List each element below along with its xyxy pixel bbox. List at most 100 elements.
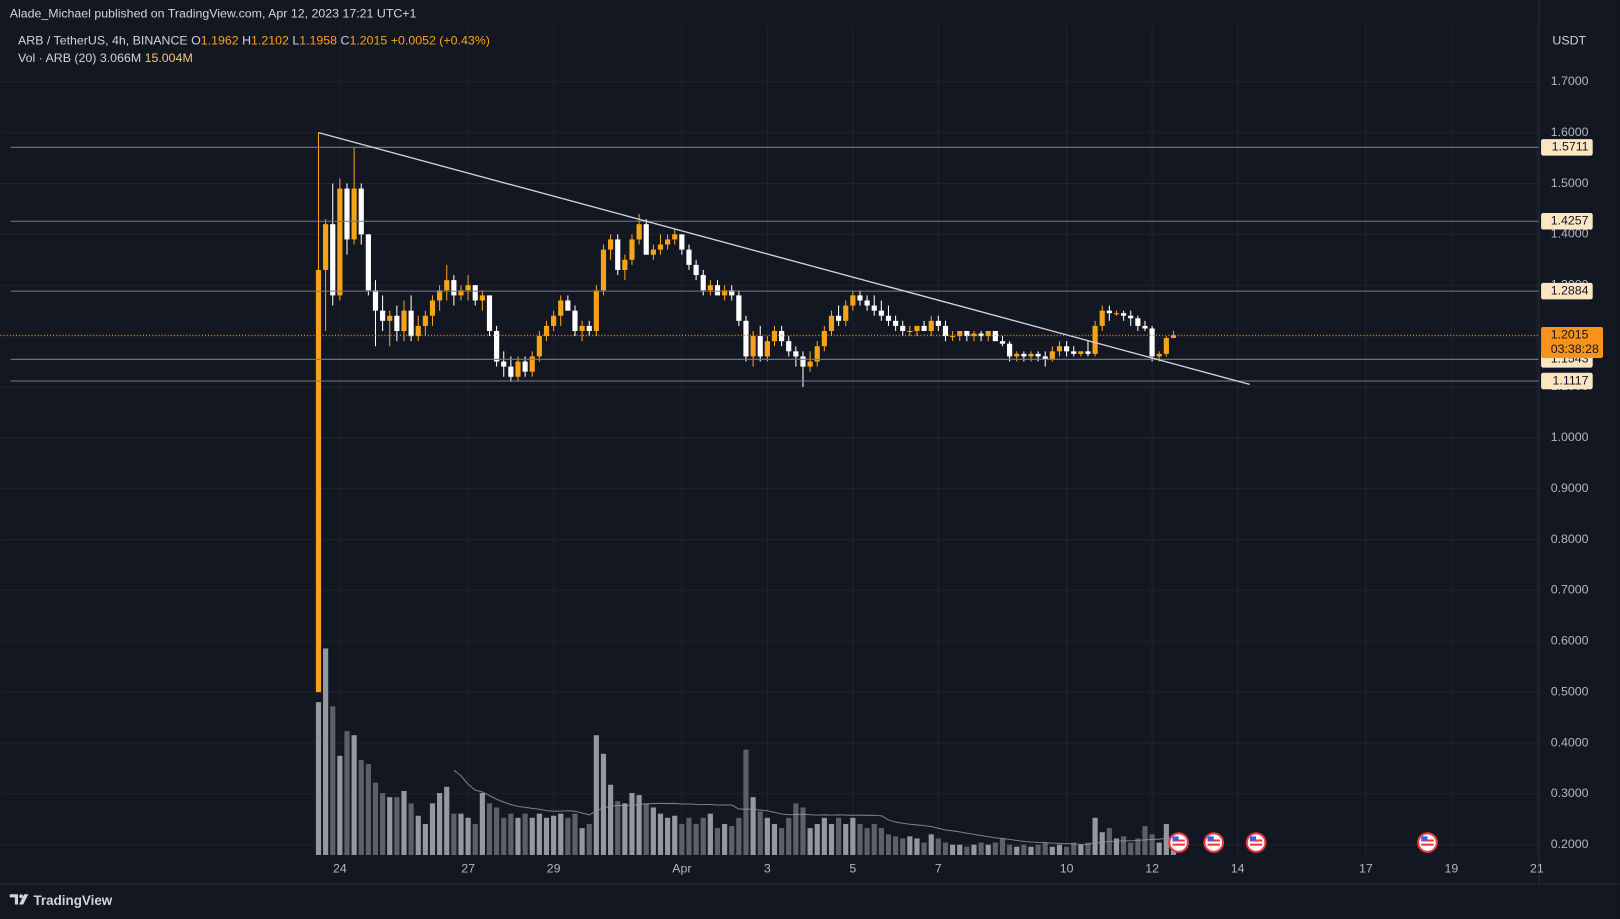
candle-body	[650, 249, 656, 255]
candle-body	[1106, 310, 1112, 314]
change: +0.0052 (+0.43%)	[391, 34, 490, 48]
volume-ma-value: 15.004M	[145, 51, 193, 65]
candle-body	[344, 188, 350, 240]
candle-body	[529, 356, 535, 372]
candle-body	[779, 330, 785, 342]
volume-bar	[344, 731, 350, 855]
volume-pane	[315, 648, 1177, 855]
x-tick-label: 19	[1444, 862, 1458, 876]
volume-bar	[579, 828, 585, 855]
candle-body	[657, 244, 664, 250]
volume-bar	[907, 836, 913, 855]
volume-bar	[465, 817, 471, 855]
footer-bar	[0, 883, 1620, 919]
candle-body	[600, 249, 607, 291]
volume-bar	[900, 838, 906, 855]
candle-body	[358, 188, 364, 235]
trendline	[318, 131, 1250, 386]
volume-bar	[629, 793, 635, 855]
y-tick-label: 0.2000	[1551, 837, 1589, 851]
candle-body	[315, 269, 322, 693]
volume-bar	[600, 753, 607, 855]
candle-body	[401, 310, 407, 331]
volume-bar	[779, 828, 785, 855]
open-label: O	[191, 34, 201, 48]
volume-bar	[935, 838, 941, 855]
volume-bar	[985, 844, 991, 855]
candle-body	[387, 315, 393, 321]
candle-body	[914, 325, 920, 331]
candle-body	[1163, 338, 1169, 354]
close-label: C	[341, 34, 350, 48]
volume-bar	[1170, 848, 1177, 855]
volume-bar	[786, 817, 792, 855]
volume-bar	[1156, 842, 1162, 855]
volume-bar	[458, 813, 464, 855]
y-tick-label: 1.0000	[1551, 430, 1589, 444]
volume-bar	[914, 838, 920, 855]
volume-bar	[529, 817, 535, 855]
candle-body	[522, 361, 528, 372]
candle-body	[551, 315, 557, 326]
volume-bar	[736, 817, 742, 855]
volume-bar	[522, 813, 528, 855]
level-label-box	[1541, 282, 1593, 300]
x-tick-label: 5	[849, 862, 856, 876]
x-tick-label: 24	[333, 862, 347, 876]
event-icon[interactable]	[1168, 832, 1189, 853]
publisher: Alade_Michael published on TradingView.c…	[10, 7, 417, 21]
volume-bar	[893, 836, 899, 855]
candle-body	[1085, 351, 1091, 354]
candle-body	[458, 290, 464, 296]
volume-ma-line	[453, 769, 1174, 845]
candle-body	[1071, 351, 1077, 354]
candle-body	[1049, 351, 1055, 359]
candle-body	[693, 264, 699, 276]
volume-bar	[429, 803, 436, 855]
candle-body	[565, 300, 571, 311]
volume-bar	[358, 759, 364, 855]
volume-bar	[999, 838, 1006, 855]
volume-bar	[422, 824, 428, 855]
volume-bar	[479, 793, 485, 855]
event-icon[interactable]	[1203, 832, 1225, 853]
y-tick-label: 1.5000	[1551, 176, 1589, 190]
x-tick-label: 21	[1530, 862, 1544, 876]
grid	[0, 25, 1540, 858]
volume-bar	[387, 797, 393, 855]
candle-body	[928, 320, 934, 331]
volume-bar	[885, 834, 892, 855]
candle-body	[615, 239, 621, 270]
candle-body	[1056, 346, 1063, 352]
close-value: 1.2015	[349, 34, 387, 48]
candle-body	[1042, 356, 1048, 359]
event-icon[interactable]	[1417, 832, 1438, 853]
volume-bar	[408, 803, 414, 855]
candle-body	[508, 366, 514, 377]
candle-body	[1149, 328, 1155, 357]
volume-bar	[1078, 844, 1084, 855]
volume-bar	[679, 824, 685, 855]
volume-bar	[401, 790, 407, 855]
candle-body	[807, 361, 813, 367]
volume-legend: Vol · ARB (20) 3.066M 15.004M	[18, 51, 193, 65]
volume-bar	[1028, 846, 1034, 855]
candle-body	[629, 239, 635, 260]
x-tick-label: 3	[764, 862, 771, 876]
volume-bar	[957, 844, 963, 855]
candle-body	[1099, 310, 1105, 326]
candle-body	[907, 330, 913, 333]
volume-bar	[315, 702, 322, 855]
volume-bar	[508, 813, 514, 855]
candle-body	[1121, 313, 1127, 316]
candle-body	[444, 280, 450, 291]
volume-bar	[586, 824, 592, 855]
candle-body	[536, 336, 542, 357]
volume-bar	[643, 803, 649, 855]
volume-bar	[971, 844, 977, 855]
volume-bar	[1064, 846, 1070, 855]
volume-bar	[771, 824, 778, 855]
candle-body	[992, 330, 998, 342]
y-tick-label: 0.5000	[1551, 684, 1589, 698]
event-icon[interactable]	[1245, 832, 1267, 853]
